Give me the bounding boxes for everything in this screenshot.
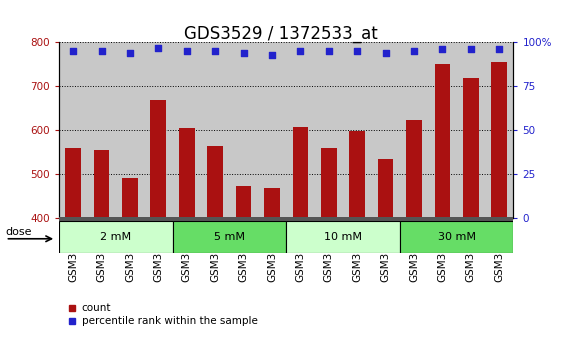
Bar (435, 64, 450, 354)
Bar (350, 131, 365, 354)
Point (381, 50, 390, 56)
Text: 30 mM: 30 mM (438, 232, 476, 242)
Point (410, 48, 419, 54)
Point (154, 45, 163, 51)
Text: GDS3529 / 1372533_at: GDS3529 / 1372533_at (183, 25, 378, 43)
Point (126, 50, 135, 56)
Bar (173, 221, 286, 253)
Bar (400, 221, 513, 253)
Text: 2 mM: 2 mM (100, 232, 131, 242)
Bar (59, 221, 173, 253)
Point (438, 47, 447, 52)
Point (239, 50, 248, 56)
Legend: count, percentile rank within the sample: count, percentile rank within the sample (64, 299, 262, 331)
Text: 5 mM: 5 mM (214, 232, 245, 242)
Bar (65, 148, 81, 354)
Bar (122, 178, 137, 354)
Bar (321, 148, 337, 354)
Bar (208, 146, 223, 354)
Bar (286, 221, 399, 253)
Point (182, 48, 191, 54)
Point (296, 48, 305, 54)
Text: dose: dose (6, 227, 32, 238)
Point (353, 48, 362, 54)
Point (495, 47, 504, 52)
Bar (94, 150, 109, 354)
Point (324, 48, 333, 54)
Bar (491, 62, 507, 354)
Text: 10 mM: 10 mM (324, 232, 362, 242)
Point (268, 52, 277, 58)
Bar (292, 127, 308, 354)
Bar (179, 128, 195, 354)
Bar (150, 100, 166, 354)
Bar (463, 78, 479, 354)
Bar (406, 120, 422, 354)
Bar (378, 159, 393, 354)
Point (68, 48, 77, 54)
Bar (264, 188, 280, 354)
Point (466, 47, 475, 52)
Point (210, 48, 219, 54)
Point (97, 48, 106, 54)
Bar (236, 186, 251, 354)
